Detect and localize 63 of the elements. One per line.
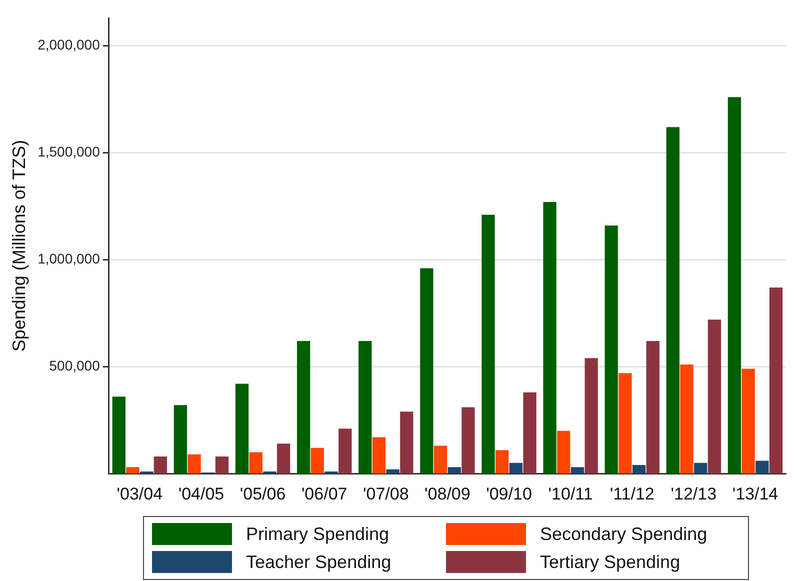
y-tick-label: 500,000	[49, 358, 100, 374]
bar	[618, 373, 632, 474]
bar	[249, 452, 262, 474]
bar	[188, 454, 201, 474]
bar	[126, 467, 140, 474]
x-tick-label: '08/09	[424, 484, 470, 504]
x-tick-label: '04/05	[178, 484, 224, 504]
x-tick-label: '09/10	[486, 484, 532, 504]
legend-label: Teacher Spending	[246, 552, 392, 572]
bar	[386, 469, 400, 474]
x-tick-label: '10/11	[548, 484, 593, 504]
bar	[448, 467, 461, 474]
bar	[358, 340, 372, 474]
legend-label: Secondary Spending	[540, 524, 708, 544]
y-tick-label: 1,500,000	[38, 144, 100, 160]
bar	[296, 340, 310, 474]
bar	[235, 384, 249, 474]
bar	[646, 340, 660, 474]
y-tick-label: 1,000,000	[38, 250, 100, 267]
bar	[495, 450, 509, 474]
bar	[482, 214, 495, 474]
legend-label: Tertiary Spending	[540, 552, 680, 572]
bar	[140, 471, 154, 474]
x-tick-label: '11/12	[610, 484, 654, 504]
bar	[666, 127, 680, 474]
bar	[154, 456, 168, 474]
bar	[112, 396, 126, 474]
bar	[708, 320, 722, 474]
bar	[557, 430, 570, 474]
x-tick-label: '03/04	[116, 484, 163, 504]
bar	[742, 368, 755, 474]
bar	[756, 460, 769, 474]
bar	[215, 456, 229, 474]
bar	[276, 444, 290, 474]
bar	[263, 471, 276, 474]
x-tick-label: '13/14	[732, 484, 778, 504]
bar	[400, 412, 414, 474]
bar	[694, 462, 708, 474]
x-tick-label: '07/08	[362, 484, 409, 504]
bar	[372, 437, 386, 474]
bar	[174, 405, 188, 474]
legend-label: Primary Spending	[246, 524, 390, 544]
bar	[632, 465, 646, 474]
bar	[324, 471, 338, 474]
bar	[310, 448, 324, 474]
bar	[728, 97, 742, 474]
y-tick-label: 2,000,000	[38, 36, 100, 53]
bar	[523, 392, 536, 474]
bar	[570, 467, 584, 474]
x-tick-label: '05/06	[240, 484, 286, 504]
bar	[509, 462, 522, 474]
bar	[584, 358, 598, 474]
bar	[769, 288, 783, 474]
y-axis-title: Spending (Millions of TZS)	[8, 140, 29, 352]
bar	[604, 225, 618, 474]
bar	[420, 268, 434, 474]
bar	[462, 407, 475, 474]
x-tick-label: '06/07	[301, 484, 348, 504]
bar	[338, 428, 352, 474]
bar	[543, 202, 556, 474]
x-tick-label: '12/13	[670, 484, 717, 504]
bar	[680, 364, 694, 474]
bar	[434, 446, 448, 474]
